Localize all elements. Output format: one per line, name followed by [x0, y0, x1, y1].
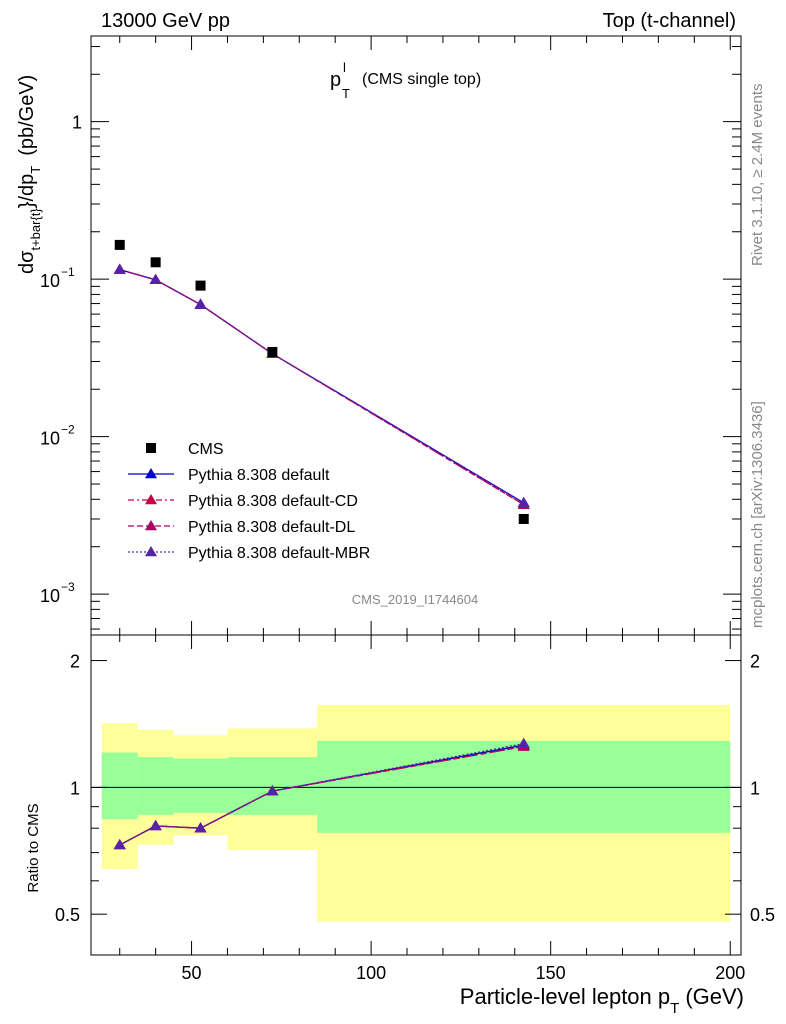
ratio-y-tick-label-right: 0.5: [750, 905, 775, 925]
process-label: Top (t-channel): [603, 10, 736, 32]
y-tick-label: 1: [72, 113, 82, 133]
svg-text:dσt+bar{t}}/dpT(pb/GeV): dσt+bar{t}}/dpT (pb/GeV): [16, 75, 43, 274]
ratio-marker-3: [113, 838, 126, 850]
ratio-y-tick-label-left: 0.5: [55, 905, 80, 925]
ylabel-sub2: T: [28, 166, 43, 174]
rivet-label: Rivet 3.1.10, ≥ 2.4M events: [749, 84, 766, 267]
energy-label: 13000 GeV pp: [101, 10, 230, 32]
x-tick-label: 150: [536, 963, 566, 983]
legend-marker-2: [145, 520, 157, 531]
y-tick-label-exp: −3: [61, 580, 75, 594]
xlabel: Particle-level lepton pT (GeV): [460, 984, 744, 1017]
y-tick-label: 10: [40, 586, 60, 606]
ylabel-unit: (pb/GeV): [16, 75, 38, 156]
ratio-band-inner: [137, 757, 174, 815]
legend-marker-0: [145, 468, 157, 479]
ylabel-sub: t+bar{t}: [28, 208, 43, 251]
data-point: [518, 513, 529, 524]
y-tick-label: 10: [40, 429, 60, 449]
series-marker-3: [194, 298, 207, 309]
ratio-ylabel: Ratio to CMS: [25, 803, 42, 892]
y-tick-label-exp: −2: [61, 423, 75, 437]
legend-label-data: CMS: [188, 441, 224, 458]
legend-marker-data: [146, 443, 156, 453]
ratio-y-tick-label-left: 1: [70, 778, 80, 798]
xlabel-unit: (GeV): [685, 984, 744, 1009]
x-tick-label: 100: [356, 963, 386, 983]
plot-title: p l T (CMS single top): [330, 60, 481, 101]
data-point: [195, 280, 206, 291]
xlabel-sub: T: [670, 1000, 679, 1017]
ratio-panel: 50 100 150 200 0.5 0.5 1 1 2 2: [55, 634, 775, 983]
main-ylabel: dσt+bar{t}}/dpT (pb/GeV): [16, 75, 43, 274]
svg-text:Particle-level lepton pT(GeV): Particle-level lepton pT (GeV): [460, 984, 744, 1017]
legend-label-0: Pythia 8.308 default: [188, 467, 330, 484]
title-suffix: (CMS single top): [362, 71, 481, 88]
ratio-band-inner: [317, 740, 731, 833]
ratio-y-tick-label-right: 2: [750, 652, 760, 672]
main-panel: 10 −310 −210 −11: [40, 35, 742, 955]
legend-label-1: Pythia 8.308 default-CD: [188, 493, 358, 510]
mcplots-label: mcplots.cern.ch [arXiv:1306.3436]: [749, 401, 766, 628]
series-marker-3: [113, 263, 126, 274]
legend-label-3: Pythia 8.308 default-MBR: [188, 545, 370, 562]
ratio-y-tick-label-left: 2: [70, 652, 80, 672]
data-point: [267, 346, 278, 357]
legend-marker-3: [145, 546, 157, 557]
legend-marker-1: [145, 494, 157, 505]
analysis-id: CMS_2019_I1744604: [352, 592, 479, 607]
ylabel-prefix: dσ: [16, 250, 38, 274]
y-tick-label: 10: [40, 271, 60, 291]
y-tick-label-exp: −1: [61, 265, 75, 279]
series-marker-3: [149, 273, 162, 285]
xlabel-prefix: Particle-level lepton p: [460, 984, 670, 1009]
ratio-frame: [90, 634, 742, 956]
x-tick-label: 50: [182, 963, 202, 983]
title-sup: l: [343, 60, 346, 75]
ratio-marker-3: [194, 822, 207, 833]
data-point: [150, 257, 161, 268]
series-marker-3: [517, 496, 530, 508]
ratio-y-tick-label-right: 1: [750, 778, 760, 798]
ratio-marker-3: [266, 785, 279, 796]
ratio-band-inner: [101, 752, 138, 820]
ratio-band-inner: [173, 758, 228, 813]
ratio-marker-3: [149, 819, 162, 831]
legend: CMS Pythia 8.308 default Pythia 8.308 defa…: [128, 441, 370, 562]
ylabel-mid: }/dp: [16, 174, 38, 208]
legend-label-2: Pythia 8.308 default-DL: [188, 519, 355, 536]
x-tick-label: 200: [715, 963, 745, 983]
data-point: [114, 239, 125, 250]
title-main: p: [330, 69, 341, 91]
ratio-marker-3: [517, 737, 530, 748]
title-sub: T: [342, 86, 350, 101]
